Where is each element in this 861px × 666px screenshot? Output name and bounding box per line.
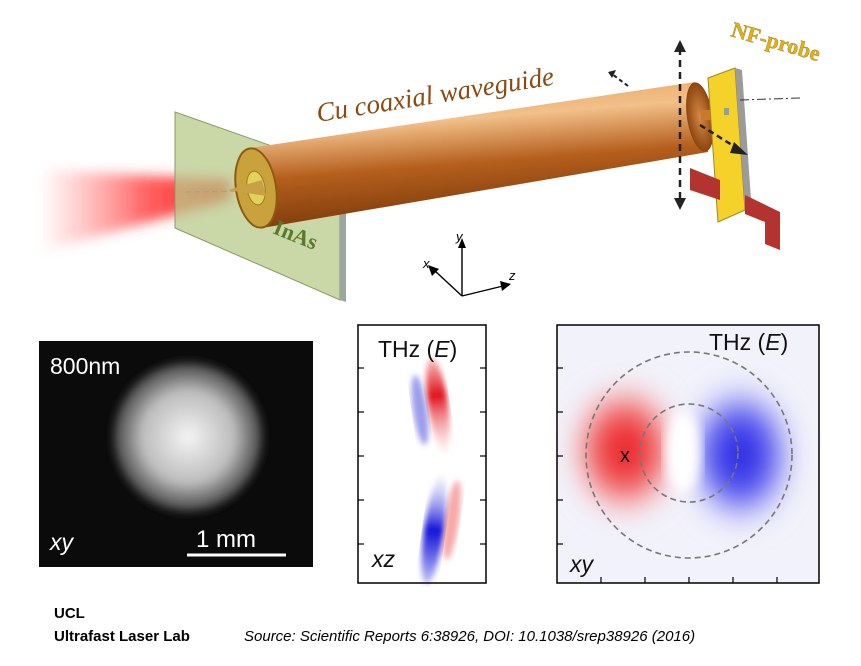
footer-org-lab: Ultrafast Laser Lab: [54, 628, 190, 645]
axis-label-z: z: [508, 268, 516, 283]
scan-arrow-back: [611, 73, 629, 87]
panel-optical: [39, 341, 313, 567]
thz-xy-plane-label: xy: [569, 551, 595, 577]
xz-lobe-red-side: [443, 480, 461, 560]
thz-xz-plane-label: xz: [371, 546, 396, 572]
thz-xy-title: THz (E): [709, 329, 788, 355]
thz-xy-marker: x: [620, 445, 630, 467]
taper-cone: [228, 180, 266, 196]
axis-label-y: y: [455, 229, 464, 244]
optical-plane-label: xy: [49, 529, 75, 555]
scan-arrow-x-head: [730, 142, 748, 155]
outer-conductor-circle: [585, 351, 793, 559]
waveguide-body: [250, 82, 708, 228]
probe-holder-right: [745, 195, 780, 250]
optical-axis-right: [739, 97, 801, 101]
probe-label: NF-probe: [729, 17, 824, 66]
waveguide-end-cap: [686, 82, 714, 152]
optical-beam-spot: [106, 355, 270, 519]
thz-xz-title: THz (E): [378, 336, 457, 362]
optical-title: 800nm: [50, 353, 120, 379]
probe-holder-left: [690, 168, 720, 200]
scale-bar-label: 1 mm: [196, 526, 256, 553]
nf-probe-shadow: [735, 68, 752, 214]
probe-tip: [701, 110, 715, 120]
xy-lobe-red: [563, 375, 687, 525]
xy-lobe-blue: [678, 375, 802, 535]
scan-arrow-y-down-head: [674, 198, 686, 210]
xz-lobe-red: [426, 357, 450, 453]
coordinate-axes: [428, 238, 511, 297]
scan-arrow-y-up-head: [674, 40, 686, 52]
nf-probe-aperture: [724, 108, 729, 115]
axis-label-x: x: [422, 256, 430, 271]
xz-lobe-blue-side: [411, 375, 429, 445]
xz-lobe-blue: [421, 475, 447, 585]
xy-center-white: [665, 410, 701, 494]
scan-arrow-x: [699, 123, 741, 152]
scan-arrow-back-head: [608, 70, 616, 78]
footer-source: Source: Scientific Reports 6:38926, DOI:…: [244, 628, 696, 645]
panel-thz-xz: [357, 324, 487, 585]
footer-org-ucl: UCL: [54, 605, 85, 622]
panel-thz-xy: [556, 324, 820, 584]
inner-conductor-circle: [639, 403, 739, 503]
